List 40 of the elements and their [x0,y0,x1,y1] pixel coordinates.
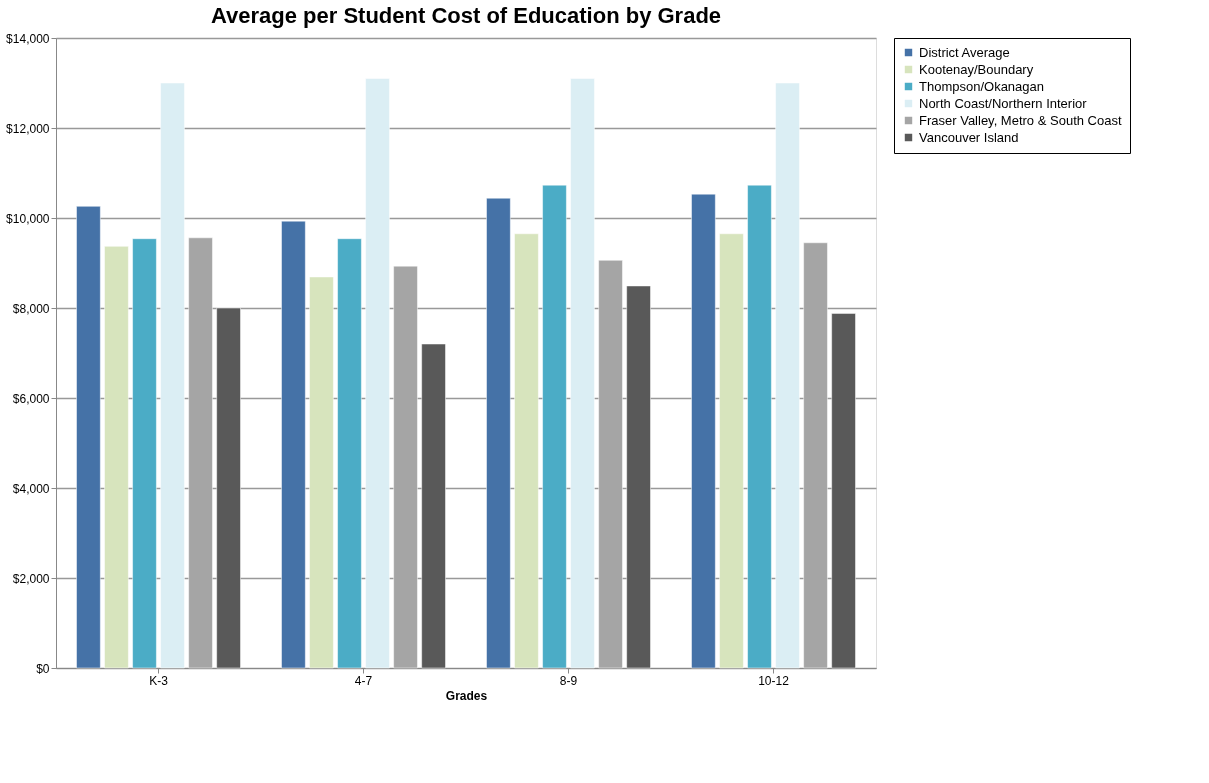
y-tick-label: $14,000 [6,31,50,46]
y-tick-label: $4,000 [12,481,50,496]
bar [337,238,362,669]
chart-title: Average per Student Cost of Education by Grade [210,3,722,28]
x-tick-label: 4-7 [354,673,373,688]
bar [542,184,567,669]
y-tick-label: $2,000 [12,571,50,586]
x-tick-label: 10-12 [758,673,790,688]
legend-label: Fraser Valley, Metro & South Coast [919,112,1122,128]
bar [747,184,772,669]
bar [132,238,157,669]
legend-label: Kootenay/Boundary [919,61,1034,77]
bar [486,197,511,669]
legend-label: Thompson/Okanagan [919,78,1045,94]
bar [719,233,744,669]
bar [104,246,129,669]
bar [570,78,595,669]
bar [831,313,856,669]
x-axis-title: Grades [445,688,488,703]
bar [309,276,334,669]
x-tick-label: K-3 [149,673,169,688]
bar [160,82,185,669]
y-tick-label: $8,000 [12,301,50,316]
y-tick-label: $10,000 [6,211,50,226]
bar [216,307,241,669]
bar [365,78,390,669]
legend-label: North Coast/Northern Interior [919,95,1088,111]
x-tick-label: 8-9 [559,673,578,688]
bar [514,233,539,669]
bar [626,285,651,669]
legend-label: District Average [919,44,1010,60]
bar [691,193,716,669]
bar [76,206,101,669]
bar [421,343,446,669]
bar [281,220,306,669]
bar [775,82,800,669]
y-tick-label: $0 [36,661,50,676]
legend-label: Vancouver Island [919,129,1019,145]
y-tick-label: $6,000 [12,391,50,406]
y-tick-label: $12,000 [6,121,50,136]
